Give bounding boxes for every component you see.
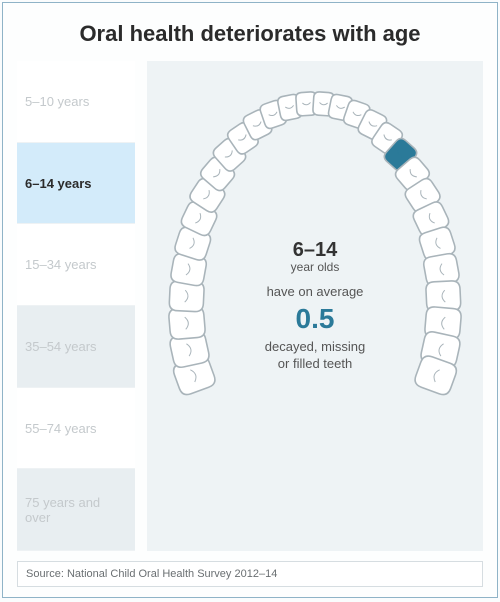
age-tab[interactable]: 6–14 years	[17, 143, 135, 225]
center-age-sub: year olds	[235, 260, 395, 274]
center-age: 6–14	[235, 239, 395, 262]
age-tabs-sidebar: 5–10 years6–14 years15–34 years35–54 yea…	[17, 61, 135, 551]
infographic-frame: Oral health deteriorates with age 5–10 y…	[2, 2, 498, 598]
page-title: Oral health deteriorates with age	[17, 21, 483, 47]
age-tab[interactable]: 35–54 years	[17, 306, 135, 388]
center-desc1: decayed, missing	[235, 339, 395, 356]
age-tab[interactable]: 55–74 years	[17, 388, 135, 470]
age-tab[interactable]: 5–10 years	[17, 61, 135, 143]
center-mid: have on average	[235, 284, 395, 299]
source-footer: Source: National Child Oral Health Surve…	[17, 561, 483, 587]
center-desc2: or filled teeth	[235, 356, 395, 373]
age-tab[interactable]: 75 years and over	[17, 469, 135, 551]
center-value: 0.5	[235, 303, 395, 335]
age-tab[interactable]: 15–34 years	[17, 224, 135, 306]
diagram-center-text: 6–14 year olds have on average 0.5 decay…	[235, 239, 395, 373]
teeth-diagram-panel: 6–14 year olds have on average 0.5 decay…	[147, 61, 483, 551]
content-row: 5–10 years6–14 years15–34 years35–54 yea…	[17, 61, 483, 551]
